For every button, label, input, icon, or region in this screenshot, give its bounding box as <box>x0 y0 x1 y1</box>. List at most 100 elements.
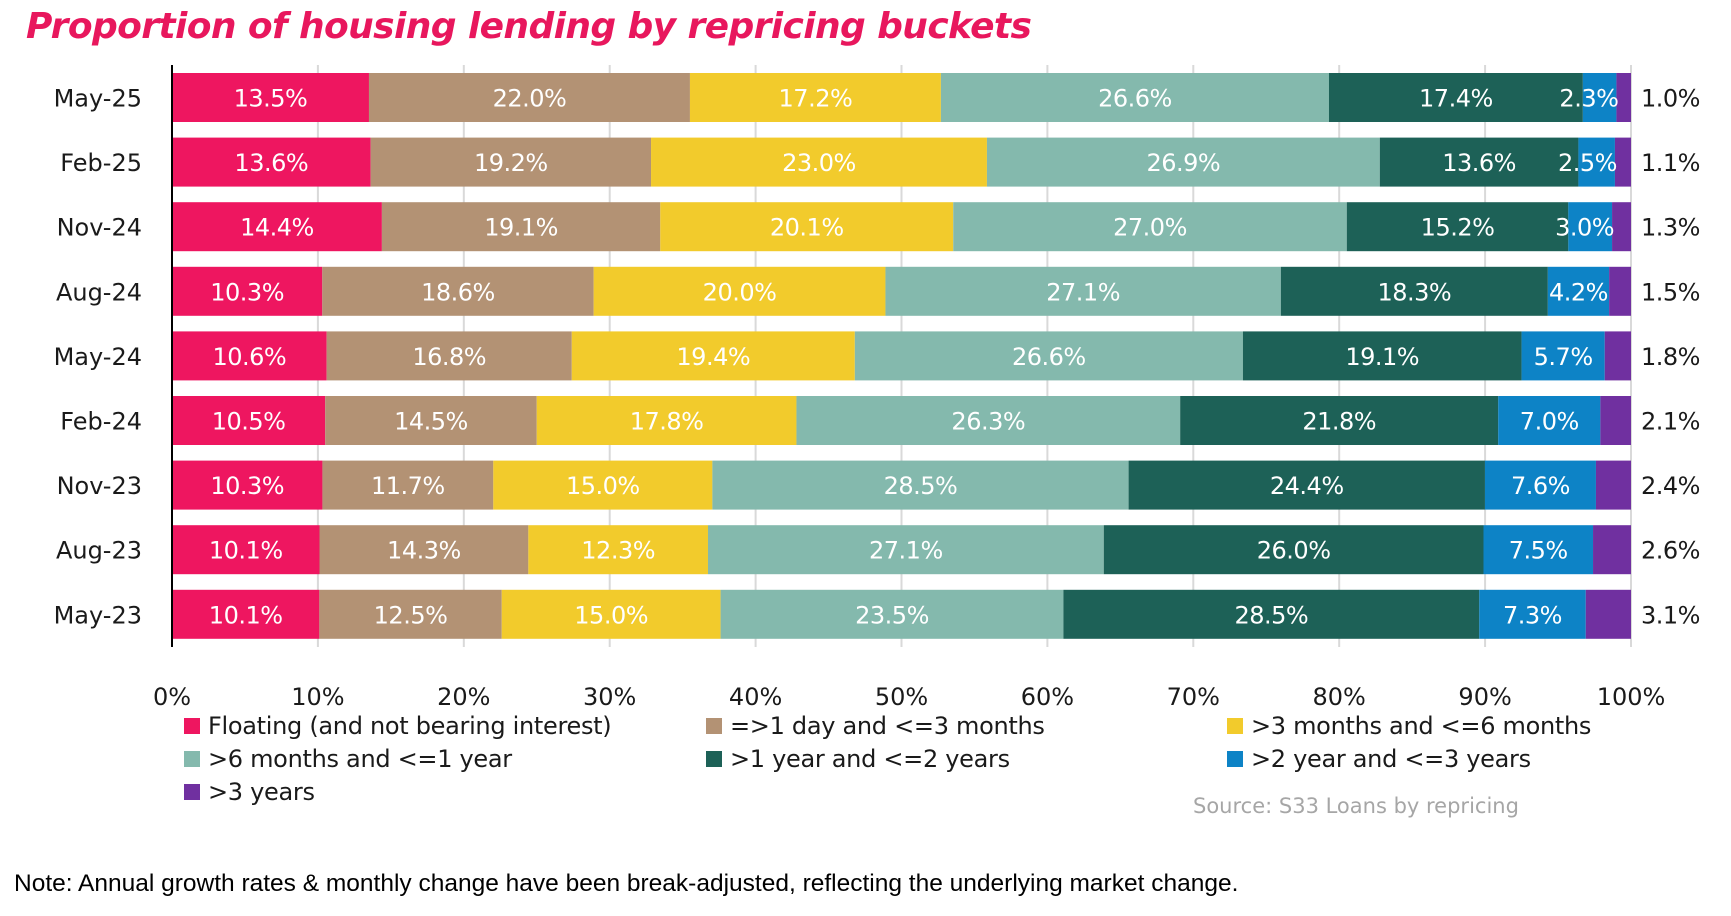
data-label: 15.0% <box>574 601 648 629</box>
bar-segment <box>1614 137 1631 187</box>
data-label: 10.6% <box>212 343 286 371</box>
data-label: 26.3% <box>951 408 1025 436</box>
data-label: 19.4% <box>676 343 750 371</box>
data-label: 20.0% <box>703 278 777 306</box>
x-tick-label: 90% <box>1458 683 1511 711</box>
data-label: 2.4% <box>1641 472 1700 500</box>
x-tick-label: 0% <box>153 683 191 711</box>
legend-swatch <box>1227 751 1243 767</box>
data-label: 10.1% <box>209 601 283 629</box>
bar-segment <box>660 202 954 252</box>
data-label: 16.8% <box>412 343 486 371</box>
x-tick-label: 10% <box>291 683 344 711</box>
data-label: 14.3% <box>387 537 461 565</box>
data-label: 2.3% <box>1559 85 1618 113</box>
x-tick-label: 20% <box>437 683 490 711</box>
bar-segment <box>1604 331 1631 381</box>
data-label: 2.6% <box>1641 537 1700 565</box>
bar-segment <box>1379 137 1579 187</box>
bar-segment <box>1328 73 1583 122</box>
data-label: 13.6% <box>234 149 308 177</box>
category-label: Aug-23 <box>56 537 142 565</box>
bar-segment <box>1547 266 1610 316</box>
data-label: 10.5% <box>212 408 286 436</box>
data-label: 1.5% <box>1641 278 1700 306</box>
legend-label: =>1 day and <=3 months <box>730 712 1045 740</box>
data-label: 12.5% <box>374 601 448 629</box>
bar-segment <box>326 331 572 381</box>
category-label: Feb-24 <box>60 408 142 436</box>
bar-segment <box>885 266 1281 316</box>
bar-segment <box>325 396 537 445</box>
data-label: 2.5% <box>1558 149 1617 177</box>
bar-segment <box>536 396 797 445</box>
category-labels: May-25 Feb-25 Nov-24 Aug-24 May-24 Feb-24 Nov-… <box>54 85 142 630</box>
data-label: 1.0% <box>1641 85 1700 113</box>
bar-segment <box>651 137 987 187</box>
bar-segment <box>172 266 323 316</box>
legend-label: Floating (and not bearing interest) <box>208 712 612 740</box>
bar-segment <box>986 137 1380 187</box>
category-label: May-24 <box>54 343 142 371</box>
bar-segment <box>689 73 941 122</box>
data-label: 1.1% <box>1641 149 1700 177</box>
data-label: 10.1% <box>209 537 283 565</box>
legend-label: >3 years <box>208 778 315 806</box>
bar-segment <box>1498 396 1601 445</box>
bar-segment <box>1593 525 1631 575</box>
x-tick-label: 70% <box>1167 683 1220 711</box>
data-label: 26.6% <box>1098 85 1172 113</box>
bar-segment <box>1128 460 1485 510</box>
bars <box>172 73 1631 639</box>
bar-segment <box>1616 73 1631 122</box>
data-label: 2.1% <box>1641 408 1700 436</box>
bar-segment <box>712 460 1129 510</box>
bar-labels: 13.5% 22.0% 17.2% 26.6% 17.4% 2.3% 1.0% 13.6% 19… <box>209 85 1701 630</box>
x-tick-labels: 0% 10% 20% 30% 40% 50% 60% 70% 80% 90% 100% <box>153 683 1665 711</box>
bar-segment <box>172 589 320 639</box>
bar-segment <box>1346 202 1569 252</box>
bar-segment <box>172 525 320 575</box>
data-label: 19.1% <box>1345 343 1419 371</box>
data-label: 7.6% <box>1511 472 1570 500</box>
data-label: 19.2% <box>474 149 548 177</box>
bar-segment <box>1578 137 1615 187</box>
data-label: 1.8% <box>1641 343 1700 371</box>
data-label: 15.2% <box>1421 214 1495 242</box>
data-label: 26.0% <box>1257 537 1331 565</box>
data-label: 18.6% <box>421 278 495 306</box>
legend-item-3-6months: >3 months and <=6 months <box>1227 712 1591 740</box>
data-label: 26.9% <box>1146 149 1220 177</box>
data-label: 27.1% <box>1046 278 1120 306</box>
x-tick-label: 40% <box>729 683 782 711</box>
data-label: 15.0% <box>566 472 640 500</box>
data-label: 27.0% <box>1113 214 1187 242</box>
bar-segment <box>319 525 529 575</box>
bar-segment <box>493 460 713 510</box>
data-label: 18.3% <box>1377 278 1451 306</box>
data-label: 21.8% <box>1302 408 1376 436</box>
bar-segment <box>172 73 369 122</box>
data-label: 19.1% <box>484 214 558 242</box>
legend-label: >1 year and <=2 years <box>730 745 1010 773</box>
legend-swatch <box>706 718 722 734</box>
x-tick-label: 60% <box>1021 683 1074 711</box>
category-label: May-25 <box>54 85 142 113</box>
chart-title: Proportion of housing lending by reprici… <box>26 6 1032 47</box>
bar-segment <box>172 202 382 252</box>
bar-segment <box>528 525 708 575</box>
bar-segment <box>1582 73 1617 122</box>
bar-segment <box>322 266 594 316</box>
legend-item-floating: Floating (and not bearing interest) <box>184 712 612 740</box>
x-tick-label: 50% <box>875 683 928 711</box>
x-tick-label: 80% <box>1313 683 1366 711</box>
bar-segment <box>1585 589 1631 639</box>
legend-item-over-3years: >3 years <box>184 778 315 806</box>
data-label: 12.3% <box>581 537 655 565</box>
bar-segment <box>796 396 1181 445</box>
category-label: Aug-24 <box>56 278 142 306</box>
bar-segment <box>1609 266 1631 316</box>
data-label: 20.1% <box>770 214 844 242</box>
bar-segment <box>571 331 855 381</box>
legend-swatch <box>184 718 200 734</box>
